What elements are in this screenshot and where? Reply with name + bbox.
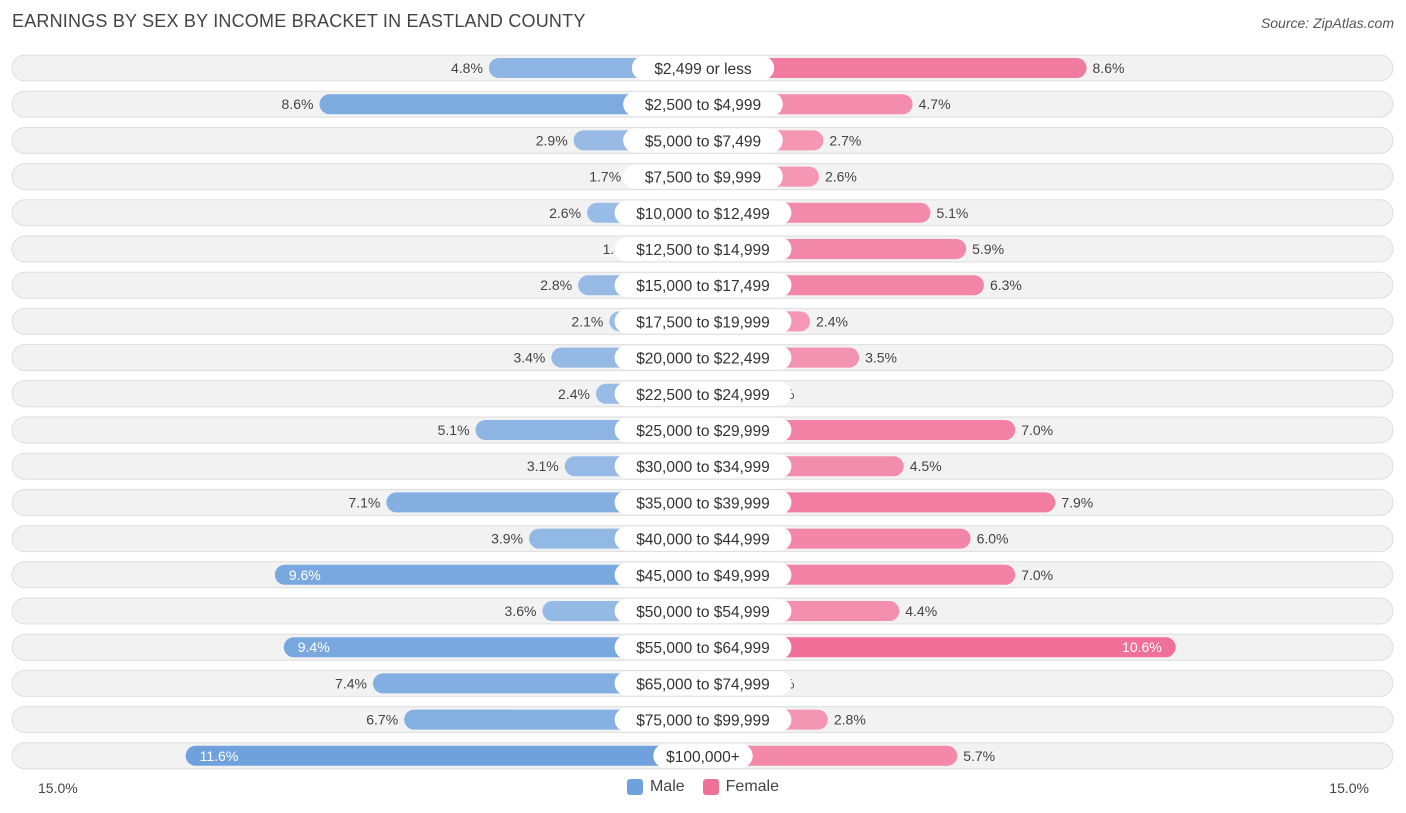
male-value-label: 7.4% [335, 675, 367, 691]
category-pill [614, 707, 792, 732]
category-pill [614, 309, 792, 334]
category-label: $2,499 or less [654, 61, 752, 78]
category-pill [614, 381, 792, 406]
category-label: $17,500 to $19,999 [636, 314, 770, 331]
female-value-label: 7.0% [1021, 422, 1053, 438]
male-value-label: 1.7% [589, 169, 621, 185]
male-value-label: 2.6% [549, 205, 581, 221]
male-bar [185, 745, 703, 766]
female-bar [703, 492, 1056, 513]
male-value-label: 9.6% [289, 567, 321, 583]
category-pill [614, 273, 792, 298]
male-bar [319, 94, 703, 115]
female-value-label: 5.7% [963, 748, 995, 764]
chart-source: Source: ZipAtlas.com [1260, 15, 1394, 31]
female-bar [703, 58, 1087, 78]
male-value-label: 4.8% [451, 60, 483, 76]
male-value-label: 9.4% [298, 639, 330, 655]
category-pill [614, 562, 792, 587]
male-value-label: 3.1% [527, 458, 559, 474]
male-value-label: 2.8% [540, 277, 572, 293]
female-value-label: 6.3% [990, 277, 1022, 293]
female-bar [703, 637, 1176, 658]
male-value-label: 11.6% [200, 748, 239, 764]
category-pill [614, 526, 792, 551]
female-value-label: 6.0% [977, 531, 1009, 547]
category-label: $30,000 to $34,999 [636, 459, 770, 476]
category-label: $75,000 to $99,999 [636, 713, 770, 730]
category-label: $12,500 to $14,999 [636, 242, 770, 259]
category-label: $20,000 to $22,499 [636, 351, 770, 368]
male-value-label: 3.9% [491, 531, 523, 547]
category-label: $15,000 to $17,499 [636, 278, 770, 295]
female-value-label: 7.0% [1021, 567, 1053, 583]
female-value-label: 4.4% [905, 603, 937, 619]
male-value-label: 2.9% [536, 132, 568, 148]
category-pill [614, 237, 792, 261]
male-value-label: 2.1% [571, 313, 603, 329]
category-pill [653, 743, 753, 768]
female-value-label: 2.4% [816, 313, 848, 329]
plot-area: 4.8% 8.6% $2,499 or less 8.6% 4.7% $2,500 to … [11, 54, 1394, 770]
category-label: $2,500 to $4,999 [645, 97, 761, 114]
male-value-label: 5.1% [438, 422, 470, 438]
category-label: $65,000 to $74,999 [636, 676, 770, 693]
category-pill [623, 128, 783, 153]
category-label: $7,500 to $9,999 [645, 170, 761, 187]
category-label: $22,500 to $24,999 [636, 387, 770, 404]
category-pill [614, 635, 792, 660]
male-value-label: 2.4% [558, 386, 590, 402]
female-value-label: 4.5% [910, 458, 942, 474]
axis-left-label: 15.0% [38, 780, 78, 796]
axis-right-label: 15.0% [1329, 780, 1369, 796]
female-bar [703, 745, 958, 766]
chart-title: EARNINGS BY SEX BY INCOME BRACKET IN EAS… [12, 11, 586, 31]
category-label: $5,000 to $7,499 [645, 133, 761, 150]
female-value-label: 2.6% [825, 169, 857, 185]
legend: Male Female [0, 778, 1406, 796]
category-pill [614, 599, 792, 623]
male-bar [274, 564, 703, 585]
category-pill [623, 92, 783, 117]
category-pill [614, 490, 792, 515]
female-value-label: 2.7% [829, 132, 861, 148]
category-label: $55,000 to $64,999 [636, 640, 770, 657]
category-pill [623, 164, 783, 189]
category-label: $45,000 to $49,999 [636, 568, 770, 585]
female-value-label: 4.7% [919, 96, 951, 112]
legend-item-female[interactable]: Female [702, 778, 780, 796]
female-value-label: 5.1% [936, 205, 968, 221]
female-value-label: 5.9% [972, 241, 1004, 257]
category-pill [614, 200, 792, 225]
male-bar [283, 637, 703, 658]
category-label: $40,000 to $44,999 [636, 532, 770, 549]
category-pill [614, 345, 792, 370]
category-label: $35,000 to $39,999 [636, 495, 770, 512]
category-label: $10,000 to $12,499 [636, 206, 770, 223]
male-value-label: 6.7% [366, 712, 398, 728]
male-value-label: 3.6% [505, 603, 537, 619]
female-value-label: 3.5% [865, 350, 897, 366]
legend-swatch-female [702, 779, 719, 795]
category-label: $50,000 to $54,999 [636, 604, 770, 621]
legend-label-female: Female [725, 778, 780, 795]
category-pill [631, 56, 775, 80]
female-value-label: 10.6% [1122, 639, 1162, 655]
category-pill [614, 454, 792, 479]
female-value-label: 8.6% [1093, 60, 1125, 76]
legend-label-male: Male [649, 778, 685, 795]
category-pill [614, 671, 792, 696]
category-label: $100,000+ [666, 749, 740, 766]
female-value-label: 2.8% [834, 712, 866, 728]
legend-swatch-male [626, 779, 643, 795]
legend-item-male[interactable]: Male [626, 778, 685, 796]
male-value-label: 8.6% [282, 96, 314, 112]
male-value-label: 7.1% [348, 494, 380, 510]
female-value-label: 7.9% [1061, 494, 1093, 510]
category-label: $25,000 to $29,999 [636, 423, 770, 440]
category-pill [614, 418, 792, 442]
male-value-label: 3.4% [513, 350, 545, 366]
